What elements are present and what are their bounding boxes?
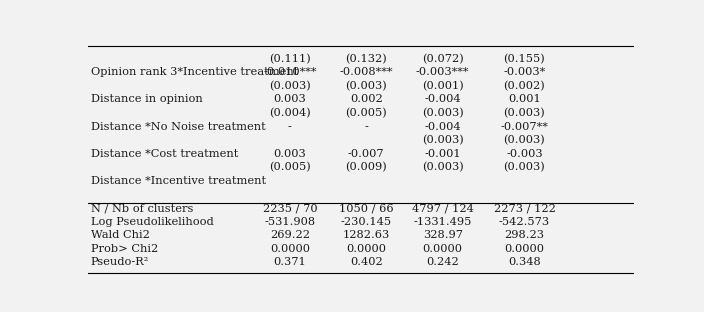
Text: 0.348: 0.348	[508, 257, 541, 267]
Text: 298.23: 298.23	[505, 230, 544, 240]
Text: 0.242: 0.242	[426, 257, 459, 267]
Text: 0.402: 0.402	[350, 257, 383, 267]
Text: (0.009): (0.009)	[346, 162, 387, 173]
Text: -0.001: -0.001	[425, 149, 461, 159]
Text: -0.008***: -0.008***	[339, 67, 393, 77]
Text: Pseudo-R²: Pseudo-R²	[91, 257, 149, 267]
Text: (0.003): (0.003)	[503, 108, 546, 118]
Text: -0.004: -0.004	[425, 95, 461, 105]
Text: -0.004: -0.004	[425, 122, 461, 132]
Text: 2273 / 122: 2273 / 122	[494, 203, 555, 213]
Text: -230.145: -230.145	[341, 217, 392, 227]
Text: -1331.495: -1331.495	[413, 217, 472, 227]
Text: Opinion rank 3*Incentive treatment: Opinion rank 3*Incentive treatment	[91, 67, 298, 77]
Text: 0.003: 0.003	[273, 149, 306, 159]
Text: -0.003***: -0.003***	[416, 67, 470, 77]
Text: Distance in opinion: Distance in opinion	[91, 95, 203, 105]
Text: (0.132): (0.132)	[346, 53, 387, 64]
Text: (0.003): (0.003)	[503, 135, 546, 145]
Text: (0.003): (0.003)	[503, 162, 546, 173]
Text: (0.003): (0.003)	[346, 81, 387, 91]
Text: (0.003): (0.003)	[269, 81, 310, 91]
Text: 328.97: 328.97	[422, 230, 463, 240]
Text: Log Pseudolikelihood: Log Pseudolikelihood	[91, 217, 213, 227]
Text: -: -	[288, 122, 292, 132]
Text: -531.908: -531.908	[264, 217, 315, 227]
Text: (0.002): (0.002)	[503, 81, 546, 91]
Text: Wald Chi2: Wald Chi2	[91, 230, 150, 240]
Text: -0.003*: -0.003*	[503, 67, 546, 77]
Text: (0.003): (0.003)	[422, 162, 463, 173]
Text: (0.001): (0.001)	[422, 81, 463, 91]
Text: -0.007: -0.007	[348, 149, 384, 159]
Text: (0.111): (0.111)	[269, 53, 310, 64]
Text: 0.0000: 0.0000	[270, 244, 310, 254]
Text: 0.371: 0.371	[273, 257, 306, 267]
Text: 1050 / 66: 1050 / 66	[339, 203, 394, 213]
Text: 0.0000: 0.0000	[505, 244, 544, 254]
Text: 0.003: 0.003	[273, 95, 306, 105]
Text: Distance *Cost treatment: Distance *Cost treatment	[91, 149, 238, 159]
Text: (0.005): (0.005)	[346, 108, 387, 118]
Text: 0.0000: 0.0000	[422, 244, 463, 254]
Text: -0.007**: -0.007**	[501, 122, 548, 132]
Text: -0.003: -0.003	[506, 149, 543, 159]
Text: Distance *No Noise treatment: Distance *No Noise treatment	[91, 122, 265, 132]
Text: (0.005): (0.005)	[269, 162, 310, 173]
Text: Prob> Chi2: Prob> Chi2	[91, 244, 158, 254]
Text: -: -	[364, 122, 368, 132]
Text: -542.573: -542.573	[499, 217, 550, 227]
Text: N / Nb of clusters: N / Nb of clusters	[91, 203, 193, 213]
Text: (0.003): (0.003)	[422, 135, 463, 145]
Text: 1282.63: 1282.63	[343, 230, 390, 240]
Text: 2235 / 70: 2235 / 70	[263, 203, 318, 213]
Text: 269.22: 269.22	[270, 230, 310, 240]
Text: (0.155): (0.155)	[503, 53, 546, 64]
Text: Distance *Incentive treatment: Distance *Incentive treatment	[91, 176, 266, 186]
Text: 4797 / 124: 4797 / 124	[412, 203, 474, 213]
Text: (0.004): (0.004)	[269, 108, 310, 118]
Text: 0.001: 0.001	[508, 95, 541, 105]
Text: (0.003): (0.003)	[422, 108, 463, 118]
Text: -0.010***: -0.010***	[263, 67, 317, 77]
Text: (0.072): (0.072)	[422, 53, 463, 64]
Text: 0.0000: 0.0000	[346, 244, 386, 254]
Text: 0.002: 0.002	[350, 95, 383, 105]
